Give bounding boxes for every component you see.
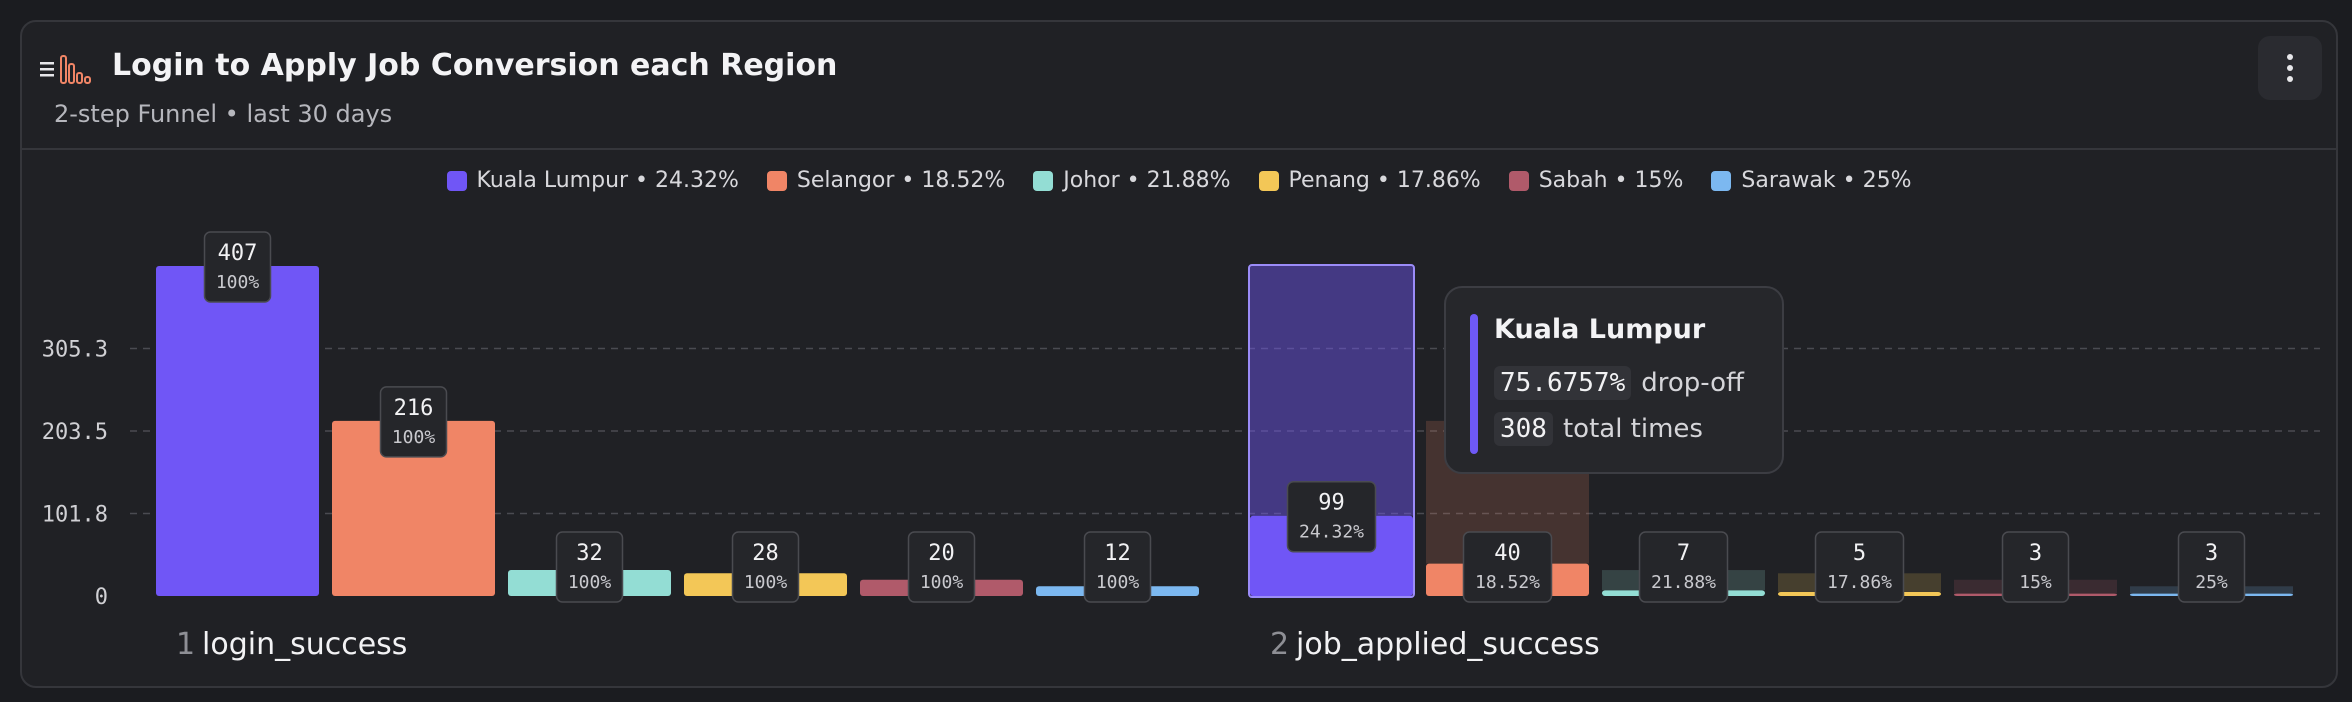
tooltip-dropoff-row: 75.6757% drop-off — [1494, 366, 1744, 400]
legend-label: Sabah • 15% — [1538, 168, 1684, 193]
card-header: Login to Apply Job Conversion each Regio… — [22, 22, 2336, 150]
dropoff-bar[interactable] — [1250, 266, 1413, 516]
step-number: 2 — [1270, 627, 1289, 662]
chart-legend: Kuala Lumpur • 24.32% Selangor • 18.52% Jo… — [22, 168, 2336, 193]
tooltip: Kuala Lumpur 75.6757% drop-off 308 total… — [1444, 286, 1784, 474]
data-label-box — [1814, 531, 1905, 603]
tooltip-total-row: 308 total times — [1494, 412, 1703, 446]
bar[interactable] — [156, 266, 319, 596]
step-name: job_applied_success — [1295, 627, 1600, 662]
data-label-value: 12 — [1104, 541, 1131, 566]
legend-item[interactable]: Sabah • 15% — [1508, 168, 1684, 193]
y-tick-label: 101.8 — [42, 502, 108, 527]
data-label-value: 3 — [2205, 541, 2218, 566]
data-label-box — [731, 531, 800, 603]
more-options-button[interactable] — [2258, 36, 2322, 100]
data-label-value: 99 — [1318, 491, 1345, 516]
data-label-box — [907, 531, 976, 603]
tooltip-title: Kuala Lumpur — [1494, 314, 1706, 345]
tooltip-dropoff-value: 75.6757% — [1494, 366, 1632, 400]
title-icons — [40, 54, 92, 84]
more-vertical-dot — [2287, 76, 2293, 82]
legend-label: Selangor • 18.52% — [796, 168, 1006, 193]
data-label-percent: 17.86% — [1827, 572, 1892, 593]
bar-chart-icon — [60, 55, 91, 84]
y-tick-label: 0 — [95, 585, 108, 610]
funnel-card: Login to Apply Job Conversion each Regio… — [20, 20, 2338, 688]
legend-swatch — [1711, 170, 1732, 191]
tooltip-total-label: total times — [1562, 414, 1703, 444]
data-label-box — [1462, 531, 1553, 603]
legend-item[interactable]: Johor • 21.88% — [1033, 168, 1231, 193]
data-label-percent: 100% — [568, 572, 612, 593]
data-label-percent: 100% — [1096, 572, 1140, 593]
hover-outline — [1248, 264, 1415, 598]
more-vertical-icon — [2287, 54, 2293, 60]
legend-swatch — [1508, 170, 1529, 191]
legend-swatch — [446, 170, 467, 191]
legend-label: Johor • 21.88% — [1063, 168, 1231, 193]
data-label-box — [1286, 480, 1377, 553]
data-label-value: 7 — [1677, 541, 1690, 566]
legend-item[interactable]: Sarawak • 25% — [1711, 168, 1911, 193]
data-label-box — [555, 531, 624, 603]
data-label-percent: 18.52% — [1475, 572, 1540, 593]
data-label-percent: 100% — [744, 572, 788, 593]
data-label-percent: 24.32% — [1299, 522, 1364, 543]
legend-swatch — [766, 170, 787, 191]
legend-label: Kuala Lumpur • 24.32% — [476, 168, 739, 193]
data-label-percent: 100% — [392, 427, 436, 448]
y-tick-label: 203.5 — [42, 420, 108, 445]
data-label-value: 5 — [1853, 541, 1866, 566]
tooltip-total-value: 308 — [1494, 412, 1553, 446]
chart-title: Login to Apply Job Conversion each Regio… — [112, 48, 838, 83]
more-vertical-dot — [2287, 65, 2293, 71]
data-label-percent: 100% — [216, 272, 260, 293]
data-label-value: 20 — [928, 541, 955, 566]
data-label-value: 32 — [576, 541, 603, 566]
legend-item[interactable]: Selangor • 18.52% — [766, 168, 1006, 193]
legend-item[interactable]: Kuala Lumpur • 24.32% — [446, 168, 739, 193]
bar[interactable] — [332, 420, 495, 596]
step-name: login_success — [202, 627, 407, 662]
legend-item[interactable]: Penang • 17.86% — [1258, 168, 1481, 193]
data-label-value: 3 — [2029, 541, 2042, 566]
data-label-percent: 100% — [920, 572, 964, 593]
tooltip-color-bar — [1470, 314, 1478, 454]
step-number: 1 — [176, 627, 195, 662]
data-label-value: 407 — [218, 241, 258, 266]
data-label-box — [1638, 531, 1729, 603]
data-label-value: 28 — [752, 541, 779, 566]
list-icon — [40, 62, 54, 77]
legend-label: Sarawak • 25% — [1741, 168, 1912, 193]
data-label-value: 216 — [394, 396, 434, 421]
data-label-box — [379, 386, 448, 458]
legend-swatch — [1258, 170, 1279, 191]
legend-label: Penang • 17.86% — [1288, 168, 1481, 193]
legend-swatch — [1033, 170, 1054, 191]
data-label-percent: 21.88% — [1651, 572, 1716, 593]
data-label-percent: 15% — [2019, 572, 2052, 593]
data-label-box — [1083, 531, 1152, 603]
data-label-box — [2001, 531, 2070, 603]
data-label-value: 40 — [1494, 541, 1521, 566]
data-label-percent: 25% — [2195, 572, 2228, 593]
y-tick-label: 305.3 — [42, 337, 108, 362]
data-label-box — [203, 231, 272, 303]
chart-subtitle: 2-step Funnel • last 30 days — [54, 100, 393, 128]
tooltip-dropoff-label: drop-off — [1641, 368, 1744, 398]
data-label-box — [2177, 531, 2246, 603]
